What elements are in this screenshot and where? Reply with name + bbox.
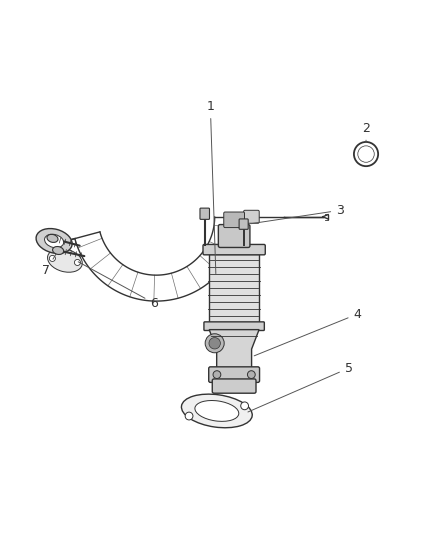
FancyBboxPatch shape: [203, 245, 265, 255]
Circle shape: [209, 337, 220, 349]
Ellipse shape: [36, 229, 72, 253]
Text: 7: 7: [42, 253, 57, 277]
Circle shape: [185, 412, 193, 420]
Ellipse shape: [53, 247, 64, 254]
FancyBboxPatch shape: [204, 322, 265, 330]
Polygon shape: [209, 329, 259, 368]
FancyBboxPatch shape: [219, 224, 250, 247]
Text: 4: 4: [254, 308, 361, 356]
FancyBboxPatch shape: [239, 219, 248, 229]
Circle shape: [247, 371, 255, 378]
Text: 3: 3: [251, 204, 344, 224]
Ellipse shape: [195, 400, 239, 422]
Ellipse shape: [181, 394, 252, 428]
Text: 1: 1: [206, 100, 216, 273]
FancyBboxPatch shape: [200, 208, 209, 220]
Ellipse shape: [45, 234, 64, 248]
FancyBboxPatch shape: [244, 211, 259, 223]
FancyBboxPatch shape: [209, 254, 259, 322]
FancyBboxPatch shape: [224, 212, 244, 228]
Circle shape: [74, 260, 81, 265]
FancyBboxPatch shape: [209, 367, 260, 382]
FancyBboxPatch shape: [212, 379, 256, 393]
Circle shape: [49, 255, 56, 262]
Text: 6: 6: [78, 262, 158, 310]
Ellipse shape: [48, 249, 82, 272]
Ellipse shape: [47, 235, 58, 243]
Circle shape: [205, 334, 224, 353]
Circle shape: [241, 402, 248, 410]
Text: 5: 5: [248, 361, 353, 412]
Circle shape: [213, 371, 221, 378]
Text: 2: 2: [362, 122, 370, 142]
